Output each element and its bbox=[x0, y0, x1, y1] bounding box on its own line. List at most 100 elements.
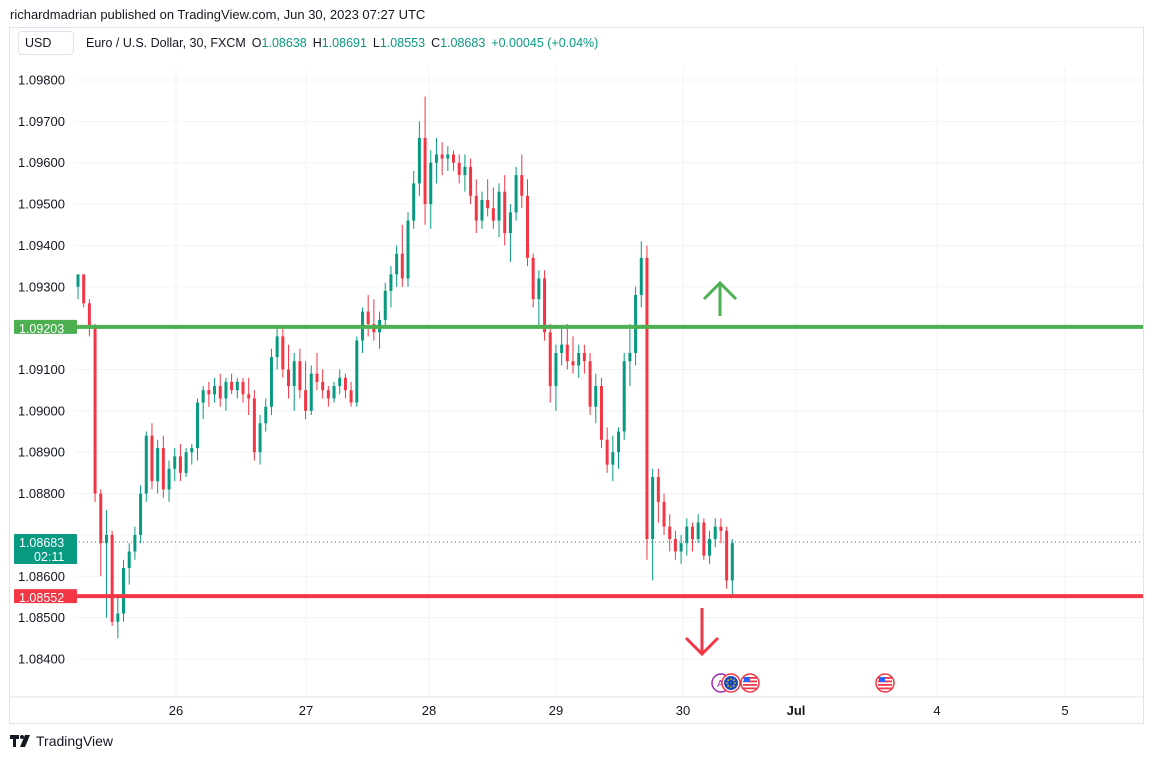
price-tick-label: 1.08600 bbox=[18, 569, 65, 584]
support-price-label: 1.08552 bbox=[14, 589, 77, 605]
candle-body bbox=[366, 311, 370, 325]
candle-body bbox=[104, 534, 108, 544]
candle-body bbox=[321, 381, 325, 391]
candle-body bbox=[525, 195, 529, 258]
candle-body bbox=[605, 439, 609, 465]
candle-body bbox=[287, 369, 291, 387]
time-tick-label: 5 bbox=[1061, 703, 1069, 718]
ohlc-high: H1.08691 bbox=[312, 36, 367, 50]
price-label-text: 1.09203 bbox=[19, 322, 64, 336]
event-eu-flag-icon[interactable] bbox=[721, 673, 741, 693]
candle-body bbox=[326, 390, 330, 399]
candle-body bbox=[230, 381, 234, 391]
candle-body bbox=[406, 220, 410, 279]
eu-star bbox=[733, 685, 735, 687]
candle-body bbox=[690, 526, 694, 540]
candle-body bbox=[520, 175, 524, 196]
horizontal-lines[interactable] bbox=[75, 324, 1143, 599]
publisher-caption: richardmadrian published on TradingView.… bbox=[10, 7, 426, 22]
tradingview-logo-text: TradingView bbox=[36, 733, 114, 749]
time-tick-label: 4 bbox=[933, 703, 941, 718]
arrow-annotations[interactable] bbox=[684, 280, 738, 657]
candle-body bbox=[582, 352, 586, 362]
arrow-up-icon bbox=[702, 280, 738, 301]
candle-body bbox=[725, 530, 729, 581]
candle-body bbox=[139, 493, 143, 535]
candle-body bbox=[110, 534, 114, 622]
price-tick-label: 1.08900 bbox=[18, 445, 65, 460]
candle-body bbox=[514, 175, 518, 213]
candle-body bbox=[571, 361, 575, 366]
candle-body bbox=[543, 278, 547, 333]
candle-body bbox=[349, 390, 353, 403]
price-tick-label: 1.09600 bbox=[18, 155, 65, 170]
us-canton bbox=[744, 677, 750, 682]
candle-body bbox=[383, 290, 387, 320]
time-tick-label: 26 bbox=[168, 703, 184, 718]
eu-star bbox=[730, 678, 732, 680]
candle-body bbox=[298, 361, 302, 391]
tradingview-branding[interactable]: TradingView bbox=[10, 733, 113, 749]
eu-star bbox=[734, 682, 736, 684]
price-tick-label: 1.09000 bbox=[18, 403, 65, 418]
candle-body bbox=[713, 526, 717, 540]
candle-body bbox=[87, 303, 91, 329]
time-tick-label: 27 bbox=[298, 703, 314, 718]
candle-body bbox=[554, 352, 558, 387]
candle-body bbox=[99, 493, 103, 544]
price-label-bg bbox=[14, 589, 77, 604]
tradingview-logo-icon bbox=[10, 735, 30, 747]
candle-body bbox=[429, 162, 433, 205]
candle-body bbox=[281, 336, 285, 370]
economic-events[interactable]: A bbox=[711, 673, 895, 693]
candle-body bbox=[469, 166, 473, 196]
event-us-flag-icon[interactable] bbox=[875, 673, 895, 693]
candle-body bbox=[161, 448, 165, 490]
candle-body bbox=[269, 357, 273, 407]
event-us-flag-icon[interactable] bbox=[740, 673, 760, 693]
candle-body bbox=[594, 386, 598, 407]
candle-body bbox=[730, 543, 734, 581]
candle-body bbox=[315, 373, 319, 382]
time-tick-label: 28 bbox=[421, 703, 437, 718]
candle-body bbox=[195, 402, 199, 449]
candle-body bbox=[537, 278, 541, 300]
candle-body bbox=[190, 448, 194, 453]
candle-body bbox=[241, 381, 245, 395]
candle-body bbox=[696, 522, 700, 540]
candle-body bbox=[184, 452, 188, 473]
candle-body bbox=[218, 386, 222, 399]
candle-body bbox=[150, 435, 154, 482]
candle-body bbox=[639, 257, 643, 296]
us-stripe bbox=[743, 684, 757, 686]
eu-star bbox=[733, 679, 735, 681]
candle-body bbox=[628, 352, 632, 362]
candle-body bbox=[116, 613, 120, 622]
candle-body bbox=[548, 332, 552, 387]
candle-body bbox=[702, 522, 706, 556]
up-arrow-annotation[interactable] bbox=[702, 280, 738, 316]
candle-body bbox=[497, 191, 501, 221]
symbol-title[interactable]: Euro / U.S. Dollar, 30, FXCM bbox=[86, 36, 246, 50]
candle-body bbox=[503, 191, 507, 234]
candle-body bbox=[173, 456, 177, 469]
candle-body bbox=[617, 431, 621, 453]
candle-body bbox=[76, 274, 80, 287]
eu-star bbox=[727, 679, 729, 681]
price-tick-label: 1.08400 bbox=[18, 651, 65, 666]
down-arrow-annotation[interactable] bbox=[684, 608, 720, 657]
candle-body bbox=[258, 423, 262, 453]
candle-body bbox=[133, 534, 137, 552]
chart-legend: USD Euro / U.S. Dollar, 30, FXCM O1.0863… bbox=[18, 31, 598, 55]
eu-star bbox=[727, 685, 729, 687]
price-tick-label: 1.09700 bbox=[18, 114, 65, 129]
candle-body bbox=[395, 253, 399, 275]
time-tick-label: 29 bbox=[548, 703, 564, 718]
candle-body bbox=[292, 361, 296, 387]
candle-body bbox=[423, 137, 427, 205]
currency-button[interactable]: USD bbox=[18, 31, 74, 55]
event-glyph: A bbox=[717, 679, 724, 690]
candle-body bbox=[611, 452, 615, 465]
